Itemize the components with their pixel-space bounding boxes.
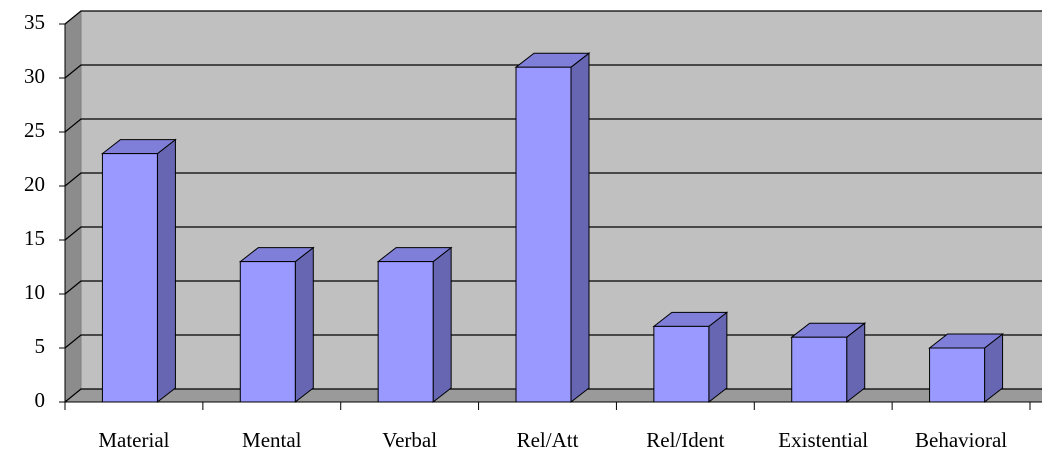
side-wall <box>64 9 82 404</box>
grid-line <box>64 226 1042 241</box>
y-tick-label: 0 <box>35 388 46 412</box>
bar <box>238 246 315 404</box>
y-tick-label: 5 <box>35 334 46 358</box>
bar-side <box>708 311 728 404</box>
bar <box>652 311 729 404</box>
bar <box>790 322 867 404</box>
grid-line <box>64 64 1042 79</box>
bar-side <box>156 138 176 404</box>
y-tick-label: 35 <box>24 10 45 34</box>
grid-line <box>64 334 1042 349</box>
bar <box>928 332 1005 404</box>
bar-front <box>653 325 710 403</box>
bar-front <box>791 336 848 403</box>
y-tick-label: 20 <box>24 172 45 196</box>
grid-line <box>64 10 1042 25</box>
y-tick-label: 10 <box>24 280 45 304</box>
x-tick-label: Rel/Att <box>517 428 579 452</box>
grid-line <box>64 172 1042 187</box>
grid-line <box>64 280 1042 295</box>
bar <box>100 138 177 404</box>
grid-line <box>64 118 1042 133</box>
grid-line <box>64 388 1042 403</box>
x-tick-label: Rel/Ident <box>646 428 724 452</box>
bar <box>376 246 453 404</box>
y-tick-label: 30 <box>24 64 45 88</box>
x-tick-label: Behavioral <box>915 428 1007 452</box>
x-tick-label: Existential <box>778 428 868 452</box>
y-tick-label: 15 <box>24 226 45 250</box>
x-tick-label: Verbal <box>382 428 437 452</box>
bar-front <box>101 153 158 403</box>
bar-front <box>929 347 986 403</box>
x-tick-label: Material <box>98 428 169 452</box>
bar-front <box>377 261 434 403</box>
bar-side <box>570 52 590 404</box>
bar-side <box>294 246 314 404</box>
x-tick-label: Mental <box>242 428 302 452</box>
bar-front <box>239 261 296 403</box>
bar-front <box>515 66 572 403</box>
bar <box>514 52 591 404</box>
bar-side <box>432 246 452 404</box>
y-tick-label: 25 <box>24 118 45 142</box>
